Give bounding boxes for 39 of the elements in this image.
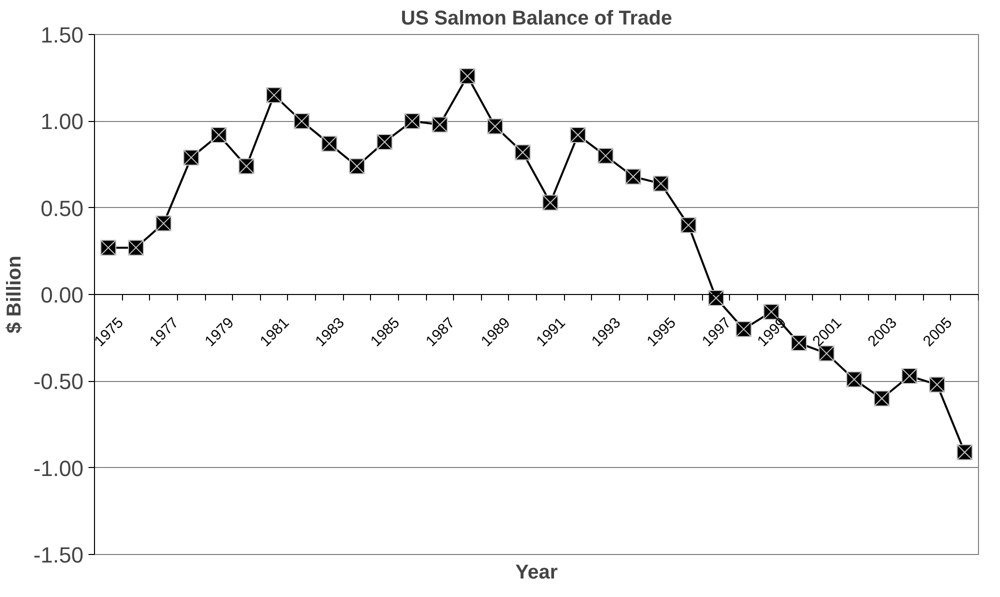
point bbox=[956, 444, 973, 460]
point bbox=[404, 113, 420, 130]
point bbox=[348, 158, 365, 174]
point bbox=[542, 194, 558, 211]
point bbox=[790, 335, 807, 352]
point bbox=[156, 215, 172, 232]
point bbox=[570, 127, 586, 144]
point bbox=[929, 376, 946, 393]
point bbox=[625, 168, 642, 185]
y-tick-label: -0.50 bbox=[33, 369, 84, 394]
point bbox=[736, 321, 752, 338]
y-tick-label: 0.50 bbox=[40, 196, 84, 221]
point bbox=[238, 158, 254, 174]
point bbox=[432, 116, 448, 133]
point bbox=[128, 240, 144, 256]
point bbox=[680, 217, 696, 234]
y-axis-title: $ Billion bbox=[3, 256, 26, 334]
point bbox=[266, 87, 282, 104]
point bbox=[210, 127, 227, 144]
y-tick-label: -1.00 bbox=[33, 456, 84, 481]
point bbox=[846, 371, 862, 388]
y-tick-label: 1.50 bbox=[40, 22, 84, 48]
point bbox=[598, 148, 614, 164]
point bbox=[183, 150, 200, 166]
y-tick-label: 0.00 bbox=[40, 282, 84, 308]
point bbox=[294, 113, 310, 130]
y-tick-label: 1.00 bbox=[40, 109, 84, 134]
point bbox=[376, 134, 393, 150]
point bbox=[901, 368, 918, 384]
x-axis-title: Year bbox=[515, 562, 558, 584]
point bbox=[487, 118, 504, 134]
point bbox=[100, 240, 116, 256]
point bbox=[652, 176, 669, 192]
point bbox=[874, 390, 890, 406]
point bbox=[514, 144, 531, 160]
y-tick-label: -1.50 bbox=[33, 542, 84, 568]
point bbox=[459, 68, 476, 84]
point bbox=[321, 136, 338, 152]
chart-title: US Salmon Balance of Trade bbox=[400, 8, 672, 30]
